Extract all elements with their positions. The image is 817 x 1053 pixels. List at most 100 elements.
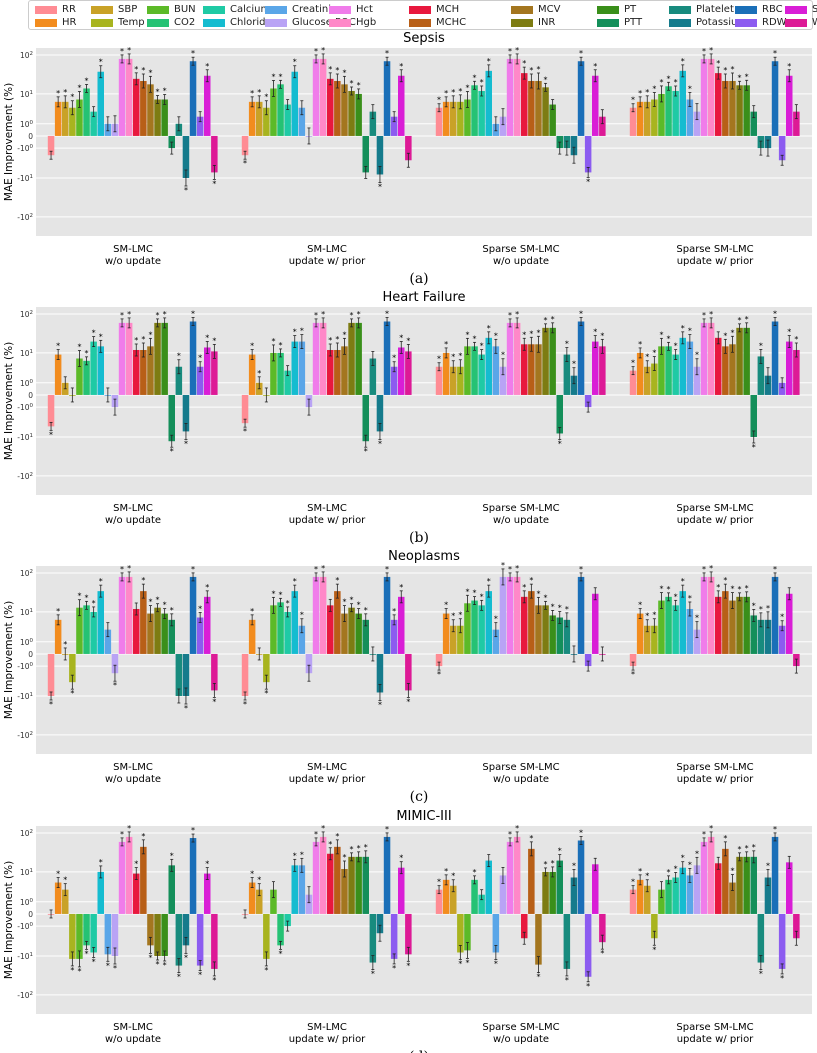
bar-hgb: [125, 576, 133, 654]
significance-marker: *: [378, 439, 382, 448]
bar-bun: [658, 93, 665, 136]
bar-pt: [161, 613, 168, 654]
bar-rbc: [577, 321, 585, 395]
bar-hgb: [513, 322, 521, 395]
significance-marker: *: [695, 614, 699, 623]
significance-marker: *: [99, 332, 103, 341]
significance-marker: *: [205, 62, 209, 71]
bar-sodium: [204, 75, 211, 136]
bar-glucose-poc: [499, 116, 507, 136]
bar-pt: [355, 856, 362, 914]
bar-ptt: [168, 865, 175, 914]
significance-marker: *: [487, 57, 491, 66]
bar-co2: [665, 86, 672, 136]
significance-marker: *: [745, 72, 749, 81]
bar-mch: [521, 596, 528, 654]
y-axis-label: MAE Improvement (%): [3, 342, 15, 460]
bar-temp: [651, 625, 658, 654]
y-tick-label: 101: [20, 90, 33, 99]
legend-swatch: [203, 18, 225, 27]
significance-marker: *: [501, 561, 505, 570]
bar-mcv: [535, 605, 542, 654]
significance-marker: *: [667, 868, 671, 877]
bar-mchc: [528, 848, 535, 914]
bar-rbc: [189, 576, 197, 654]
bar-potassium: [570, 135, 578, 156]
bar-bun: [270, 889, 277, 914]
bar-sodium: [592, 864, 599, 914]
significance-marker: *: [314, 565, 318, 574]
bar-chloride: [291, 71, 298, 136]
bar-calcium: [672, 354, 679, 395]
bar-rdw: [778, 913, 786, 969]
x-group-label: SM-LMC: [307, 1022, 347, 1033]
significance-marker: *: [695, 849, 699, 858]
bar-creatinine: [492, 629, 500, 654]
bar-rdw: [584, 653, 592, 667]
significance-marker: *: [667, 585, 671, 594]
bar-rdw: [390, 913, 398, 959]
bar-glucose-poc: [693, 111, 701, 136]
bar-mcv: [341, 84, 348, 136]
panel-caption: (a): [409, 271, 428, 287]
bar-hgb: [707, 576, 715, 654]
bar-hgb: [513, 58, 521, 136]
bar-inr: [348, 90, 355, 136]
bar-inr: [154, 913, 161, 956]
significance-marker: *: [350, 596, 354, 605]
bar-creatinine: [492, 913, 500, 953]
x-group-label: SM-LMC: [113, 503, 153, 514]
significance-marker: *: [451, 612, 455, 621]
bar-co2: [471, 85, 478, 136]
legend-item-pt: PT: [597, 3, 636, 16]
x-group-label: Sparse SM-LMC: [676, 244, 753, 255]
significance-marker: *: [565, 605, 569, 614]
significance-marker: *: [134, 336, 138, 345]
significance-marker: *: [730, 328, 734, 337]
bar-bun: [270, 352, 277, 395]
significance-marker: *: [759, 341, 763, 350]
significance-marker: *: [56, 870, 60, 879]
bar-ptt: [750, 856, 757, 914]
chart-title: Sepsis: [403, 31, 445, 46]
significance-marker: *: [674, 865, 678, 874]
bar-temp: [457, 101, 464, 136]
legend-label: Glucose POC: [292, 17, 356, 28]
significance-marker: *: [766, 862, 770, 871]
significance-marker: *: [293, 577, 297, 586]
legend-label: MCH: [436, 4, 460, 15]
legend-label: Hct: [356, 4, 373, 15]
legend-swatch: [669, 18, 691, 27]
significance-marker: *: [515, 46, 519, 55]
legend-swatch: [265, 5, 287, 14]
bar-sodium: [592, 341, 599, 395]
bar-ptt: [362, 619, 369, 654]
significance-marker: *: [271, 337, 275, 346]
bar-sodium: [204, 873, 211, 914]
significance-marker: *: [465, 587, 469, 596]
bar-ptt: [750, 615, 757, 654]
significance-marker: *: [745, 844, 749, 853]
significance-marker: *: [681, 324, 685, 333]
significance-marker: *: [738, 316, 742, 325]
bar-bun: [658, 889, 665, 914]
bar-mchc: [722, 591, 729, 654]
bar-mch: [327, 349, 334, 395]
significance-marker: *: [385, 565, 389, 574]
bar-rbc: [383, 836, 391, 914]
bar-rr: [629, 107, 637, 136]
significance-marker: *: [406, 961, 410, 970]
bar-calcium: [90, 611, 97, 654]
bar-platelet: [757, 356, 765, 395]
significance-marker: *: [85, 593, 89, 602]
bar-creatinine: [686, 99, 694, 136]
significance-marker: *: [730, 585, 734, 594]
bar-hr: [442, 101, 450, 136]
bar-mchc: [528, 80, 535, 136]
legend-item-hct: Hct: [329, 3, 373, 16]
bar-co2: [471, 600, 478, 654]
bar-sodium: [398, 75, 405, 136]
panel-caption: (d): [409, 1049, 429, 1053]
y-tick-label: -101: [17, 174, 33, 183]
bar-rr: [629, 653, 637, 667]
